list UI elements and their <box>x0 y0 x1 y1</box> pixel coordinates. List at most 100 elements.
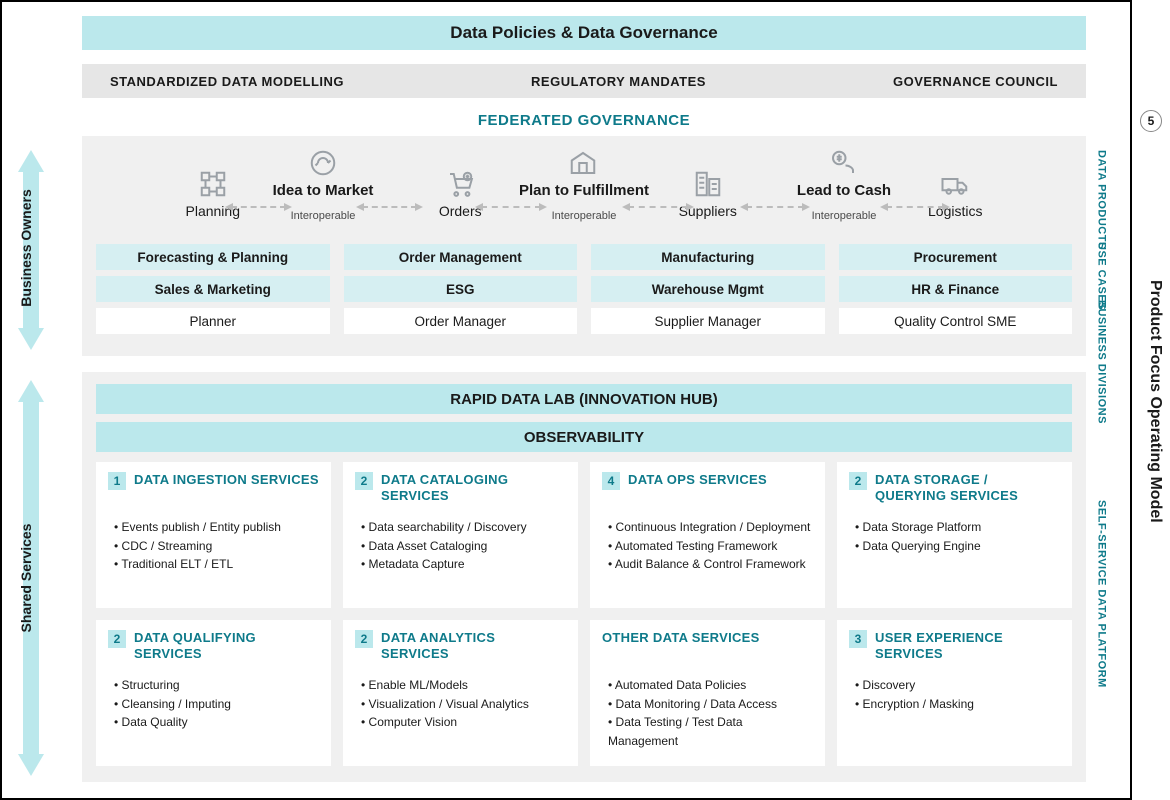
service-item-list: Data Storage PlatformData Querying Engin… <box>849 512 1060 555</box>
dash-arrow <box>362 206 417 208</box>
suppliers-icon <box>691 167 725 201</box>
services-grid: 1DATA INGESTION SERVICESEvents publish /… <box>96 462 1072 766</box>
service-card: 1DATA INGESTION SERVICESEvents publish /… <box>96 462 331 608</box>
governance-subheader: STANDARDIZED DATA MODELLING REGULATORY M… <box>82 64 1086 98</box>
dash-arrow <box>231 206 286 208</box>
service-item-list: Data searchability / DiscoveryData Asset… <box>355 512 566 574</box>
service-item: Visualization / Visual Analytics <box>361 695 566 714</box>
idea-to-market-icon <box>306 146 340 180</box>
service-item: Audit Balance & Control Framework <box>608 555 813 574</box>
service-item: Computer Vision <box>361 713 566 732</box>
interop-b: Interoperable <box>552 210 617 222</box>
service-title: USER EXPERIENCE SERVICES <box>875 630 1060 661</box>
service-number-badge: 2 <box>108 630 126 648</box>
service-title: DATA QUALIFYING SERVICES <box>134 630 319 661</box>
business-roles-row: Planner Order Manager Supplier Manager Q… <box>96 308 1072 334</box>
service-item: Automated Data Policies <box>608 676 813 695</box>
subhead-item-2: REGULATORY MANDATES <box>531 74 706 89</box>
governance-header-bar: Data Policies & Data Governance <box>82 16 1086 50</box>
stream-a-label: Idea to Market <box>273 182 374 199</box>
use-case-cell: Warehouse Mgmt <box>591 276 825 302</box>
service-item: CDC / Streaming <box>114 537 319 556</box>
service-item: Discovery <box>855 676 1060 695</box>
stream-c-label: Lead to Cash <box>797 182 891 199</box>
service-item: Continuous Integration / Deployment <box>608 518 813 537</box>
logistics-icon <box>938 167 972 201</box>
right-label-business-divisions: BUSINESS DIVISIONS <box>1094 300 1108 424</box>
service-item: Structuring <box>114 676 319 695</box>
business-owners-panel: Planning Orders Suppliers Logistics <box>82 136 1086 356</box>
right-label-data-products: DATA PRODUCTS <box>1094 150 1108 250</box>
service-item: Traditional ELT / ETL <box>114 555 319 574</box>
rapid-data-lab-band: RAPID DATA LAB (INNOVATION HUB) <box>96 384 1072 414</box>
service-item: Data Asset Cataloging <box>361 537 566 556</box>
service-card: OTHER DATA SERVICES Automated Data Polici… <box>590 620 825 766</box>
dash-arrow <box>481 206 541 208</box>
use-case-cell: Sales & Marketing <box>96 276 330 302</box>
service-card: 2 DATA CATALOGING SERVICES Data searchabil… <box>343 462 578 608</box>
use-case-cell: ESG <box>344 276 578 302</box>
service-item: Cleansing / Imputing <box>114 695 319 714</box>
badge-number: 5 <box>1140 110 1162 132</box>
use-case-cell: Order Management <box>344 244 578 270</box>
service-item: Data Testing / Test Data Management <box>608 713 813 750</box>
planning-icon <box>196 167 230 201</box>
federated-governance-label: FEDERATED GOVERNANCE <box>82 112 1086 129</box>
use-case-cell: Manufacturing <box>591 244 825 270</box>
stream-b-label: Plan to Fulfillment <box>519 182 649 199</box>
service-number-badge: 4 <box>602 472 620 490</box>
shared-services-panel: RAPID DATA LAB (INNOVATION HUB) OBSERVAB… <box>82 372 1086 782</box>
service-card: 2DATA ANALYTICS SERVICESEnable ML/Models… <box>343 620 578 766</box>
service-item: Data Querying Engine <box>855 537 1060 556</box>
lead-to-cash-icon <box>826 146 860 180</box>
service-item: Automated Testing Framework <box>608 537 813 556</box>
orders-icon <box>443 167 477 201</box>
use-case-cell: Forecasting & Planning <box>96 244 330 270</box>
service-title: DATA OPS SERVICES <box>628 472 767 488</box>
plan-to-fulfillment-icon <box>566 146 600 180</box>
use-case-cell: HR & Finance <box>839 276 1073 302</box>
service-card: 3 USER EXPERIENCE SERVICES DiscoveryEncryp… <box>837 620 1072 766</box>
use-case-cell: Procurement <box>839 244 1073 270</box>
dash-arrow <box>746 206 804 208</box>
service-title: DATA INGESTION SERVICES <box>134 472 319 488</box>
use-cases-grid: Forecasting & Planning Order Management … <box>96 244 1072 302</box>
service-title: OTHER DATA SERVICES <box>602 630 760 646</box>
service-item: Data searchability / Discovery <box>361 518 566 537</box>
service-item: Data Quality <box>114 713 319 732</box>
service-number-badge: 2 <box>355 472 373 490</box>
service-item-list: Enable ML/ModelsVisualization / Visual A… <box>355 670 566 732</box>
shared-services-label: Shared Services <box>18 518 34 638</box>
subhead-item-3: GOVERNANCE COUNCIL <box>893 74 1058 89</box>
service-item-list: Continuous Integration / DeploymentAutom… <box>602 512 813 574</box>
service-card: 4 DATA OPS SERVICES Continuous Integration… <box>590 462 825 608</box>
service-item: Encryption / Masking <box>855 695 1060 714</box>
service-item: Enable ML/Models <box>361 676 566 695</box>
interop-c: Interoperable <box>812 210 877 222</box>
interop-a: Interoperable <box>291 210 356 222</box>
process-stream-row: Planning Orders Suppliers Logistics <box>96 148 1072 238</box>
right-label-operating-model: Product Focus Operating Model <box>1144 280 1165 523</box>
service-number-badge: 2 <box>849 472 867 490</box>
role-cell: Order Manager <box>344 308 578 334</box>
dash-arrow <box>886 206 944 208</box>
service-number-badge: 3 <box>849 630 867 648</box>
role-cell: Quality Control SME <box>839 308 1073 334</box>
role-cell: Supplier Manager <box>591 308 825 334</box>
role-cell: Planner <box>96 308 330 334</box>
service-item: Events publish / Entity publish <box>114 518 319 537</box>
right-label-self-service-platform: SELF-SERVICE DATA PLATFORM <box>1094 500 1108 688</box>
business-owners-label: Business Owners <box>18 188 34 308</box>
service-card: 2DATA STORAGE / QUERYING SERVICESData St… <box>837 462 1072 608</box>
governance-title: Data Policies & Data Governance <box>450 23 717 43</box>
dash-arrow <box>628 206 688 208</box>
observability-band: OBSERVABILITY <box>96 422 1072 452</box>
service-item-list: StructuringCleansing / ImputingData Qual… <box>108 670 319 732</box>
service-item-list: DiscoveryEncryption / Masking <box>849 670 1060 713</box>
service-title: DATA CATALOGING SERVICES <box>381 472 566 503</box>
service-item: Data Monitoring / Data Access <box>608 695 813 714</box>
subhead-item-1: STANDARDIZED DATA MODELLING <box>110 74 344 89</box>
service-item: Data Storage Platform <box>855 518 1060 537</box>
service-item-list: Automated Data PoliciesData Monitoring /… <box>602 670 813 750</box>
service-title: DATA ANALYTICS SERVICES <box>381 630 566 661</box>
